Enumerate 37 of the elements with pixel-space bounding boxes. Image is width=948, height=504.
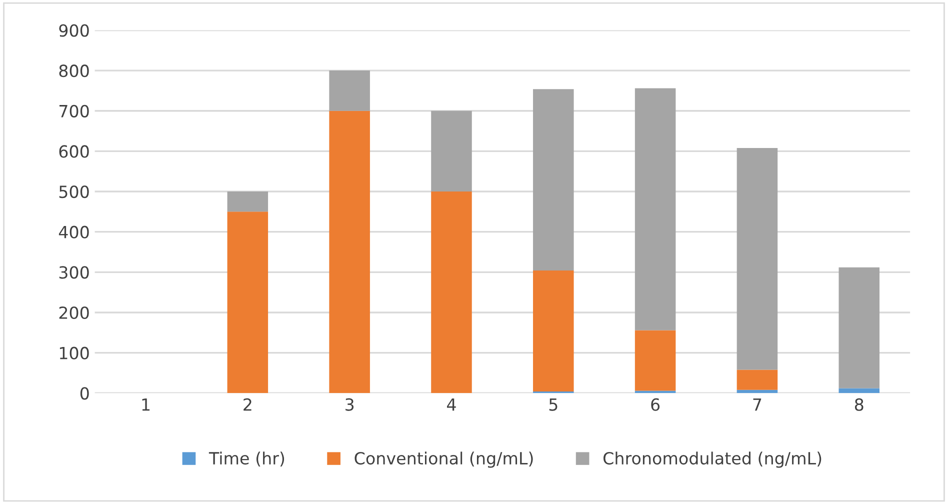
y-tick-label: 300 <box>59 266 89 279</box>
legend-label: Time (hr) <box>208 452 284 467</box>
bar <box>329 70 370 111</box>
y-tick-label: 100 <box>60 346 89 360</box>
bar <box>431 110 472 192</box>
bar <box>634 330 676 391</box>
bar <box>227 192 268 212</box>
bar <box>838 388 880 394</box>
x-tick-label: 8 <box>854 398 864 411</box>
y-tick-label: 900 <box>59 24 89 37</box>
y-tick-label: 500 <box>59 185 89 198</box>
bar <box>634 88 676 330</box>
bar <box>431 192 472 394</box>
x-tick-label: 1 <box>142 398 150 411</box>
legend-label: Conventional (ng/mL) <box>354 452 533 468</box>
x-tick-label: 6 <box>651 398 660 411</box>
bar <box>736 148 778 370</box>
y-tick-label: 200 <box>59 306 89 320</box>
x-tick-label: 4 <box>447 398 456 411</box>
bar <box>533 89 574 271</box>
bar <box>736 390 778 394</box>
bar <box>736 370 778 390</box>
x-tick-label: 5 <box>549 398 558 411</box>
legend-label: Chronomodulated (ng/mL) <box>604 452 822 468</box>
y-tick-label: 400 <box>58 226 89 238</box>
bar <box>329 110 370 394</box>
bar <box>533 270 574 392</box>
y-tick-label: 700 <box>59 104 89 118</box>
y-tick-label: 600 <box>59 145 89 158</box>
x-tick-label: 2 <box>244 398 252 411</box>
bar <box>634 390 676 394</box>
bar <box>227 212 268 394</box>
x-tick-label: 3 <box>346 398 354 411</box>
x-tick-label: 7 <box>753 398 762 411</box>
y-tick-label: 0 <box>80 387 89 400</box>
y-tick-label: 800 <box>59 64 89 78</box>
bar <box>838 267 880 388</box>
